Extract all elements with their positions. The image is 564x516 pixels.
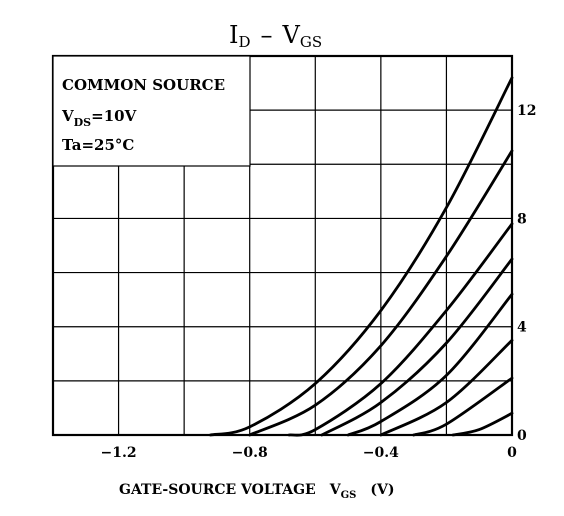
condition-vds: VDS=10V xyxy=(61,107,137,129)
x-tick-label: −0.4 xyxy=(363,445,399,461)
x-tick-label: 0 xyxy=(507,445,517,461)
condition-common-source: COMMON SOURCE xyxy=(62,76,225,94)
series-curve-7 xyxy=(412,376,514,437)
y-tick-label: 0 xyxy=(517,428,527,444)
series-curve-3 xyxy=(287,222,514,437)
series-curve-1 xyxy=(209,76,514,437)
series-curve-8 xyxy=(451,411,514,437)
series-curve-6 xyxy=(379,338,514,437)
y-tick-label: 12 xyxy=(517,103,536,119)
x-tick-label: −1.2 xyxy=(101,445,137,461)
series-curve-2 xyxy=(248,149,514,437)
series-curve-5 xyxy=(346,292,514,437)
tick-labels: −1.2 −0.8 −0.4 00 4 8 12 xyxy=(101,103,537,461)
x-tick-label: −0.8 xyxy=(232,445,268,461)
conditions-box xyxy=(52,55,251,167)
chart-title: ID – VGS xyxy=(229,21,322,51)
x-axis-label: GATE-SOURCE VOLTAGE VGS (V) xyxy=(119,482,394,501)
y-tick-label: 4 xyxy=(517,320,527,336)
series-curve-4 xyxy=(320,257,514,437)
y-tick-label: 8 xyxy=(517,211,527,227)
condition-ta: Ta=25°C xyxy=(62,136,134,154)
plot-frame xyxy=(51,54,514,437)
curve-group xyxy=(209,76,514,437)
